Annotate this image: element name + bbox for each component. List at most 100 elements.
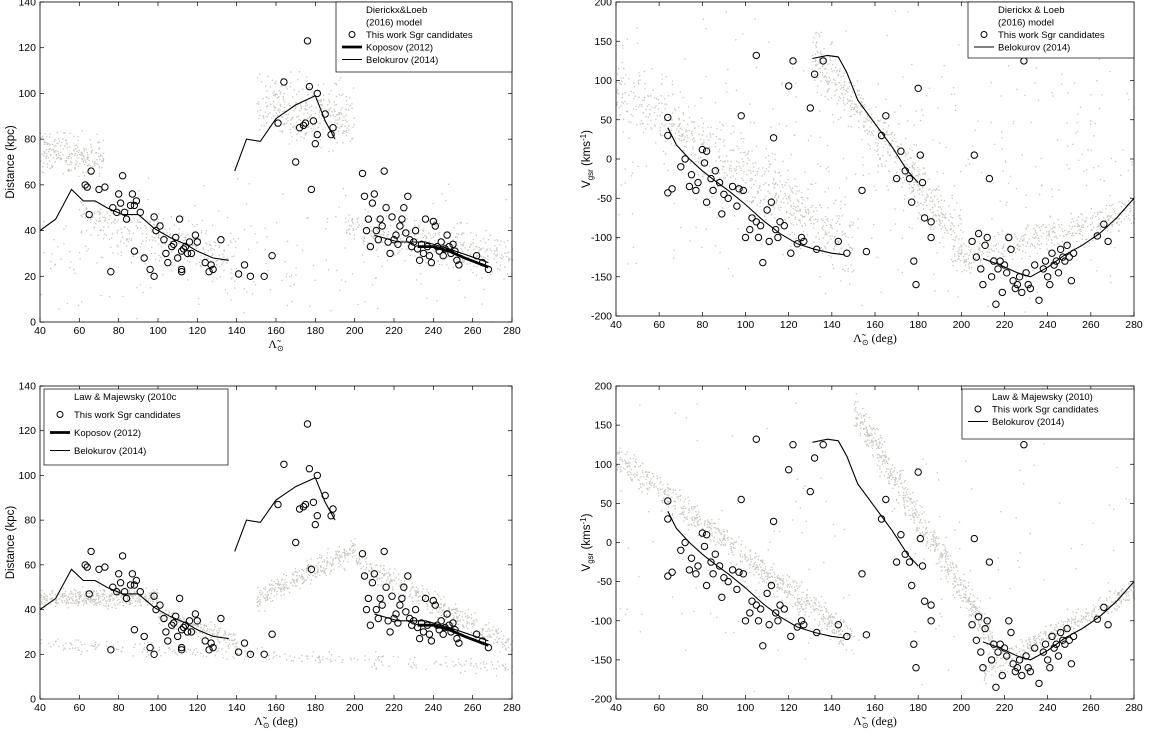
model-point <box>342 142 343 143</box>
model-point <box>295 568 296 569</box>
model-point <box>630 122 631 123</box>
model-point <box>232 640 233 641</box>
model-point <box>341 279 342 280</box>
model-point <box>476 246 477 247</box>
model-point <box>1128 215 1129 216</box>
model-point <box>270 289 271 290</box>
model-point <box>1115 161 1116 162</box>
model-point <box>847 92 848 93</box>
sgr-candidate-point <box>807 105 813 111</box>
model-point <box>197 621 198 622</box>
model-point <box>823 225 824 226</box>
model-point <box>55 606 56 607</box>
model-point <box>647 106 648 107</box>
model-point <box>55 150 56 151</box>
model-point <box>267 598 268 599</box>
model-point <box>75 168 76 169</box>
model-point <box>274 581 275 582</box>
model-point <box>301 136 302 137</box>
model-point <box>622 62 623 63</box>
model-point <box>684 139 685 140</box>
model-point <box>46 155 47 156</box>
model-point <box>1023 244 1024 245</box>
model-point <box>661 84 662 85</box>
model-point <box>353 545 354 546</box>
model-point <box>1077 131 1078 132</box>
model-point <box>631 91 632 92</box>
model-point <box>142 241 143 242</box>
model-point <box>750 122 751 123</box>
model-point <box>857 80 858 81</box>
model-point <box>295 268 296 269</box>
model-point <box>768 155 769 156</box>
model-point <box>900 105 901 106</box>
model-point <box>968 258 969 259</box>
model-point <box>90 234 91 235</box>
model-point <box>636 28 637 29</box>
model-point <box>294 284 295 285</box>
model-point <box>282 111 283 112</box>
model-point <box>485 624 486 625</box>
sgr-candidate-point <box>775 234 781 240</box>
model-point <box>346 104 347 105</box>
model-point <box>479 249 480 250</box>
model-point <box>331 90 332 91</box>
model-point <box>161 246 162 247</box>
model-point <box>127 598 128 599</box>
model-point <box>878 130 879 131</box>
model-point <box>148 600 149 601</box>
model-point <box>1092 217 1093 218</box>
model-point <box>426 603 427 604</box>
model-point <box>835 245 836 246</box>
y-tick-label: 140 <box>18 0 36 9</box>
model-point <box>447 256 448 257</box>
model-point <box>886 185 887 186</box>
model-point <box>918 201 919 202</box>
model-point <box>204 252 205 253</box>
model-point <box>443 609 444 610</box>
model-point <box>724 172 725 173</box>
model-point <box>782 187 783 188</box>
model-point <box>295 571 296 572</box>
model-point <box>258 118 259 119</box>
model-point <box>308 217 309 218</box>
model-point <box>864 106 865 107</box>
model-point <box>332 564 333 565</box>
sgr-candidate-point <box>1057 246 1063 252</box>
model-point <box>710 137 711 138</box>
legend-label: Dierickx&Loeb <box>366 5 427 16</box>
model-point <box>954 93 955 94</box>
model-point <box>392 580 393 581</box>
model-point <box>1086 220 1087 221</box>
model-point <box>419 596 420 597</box>
sgr-candidate-point <box>682 156 688 162</box>
model-point <box>802 197 803 198</box>
model-point <box>925 172 926 173</box>
model-point <box>237 178 238 179</box>
model-point <box>307 568 308 569</box>
model-point <box>950 228 951 229</box>
sgr-candidate-point <box>770 135 776 141</box>
model-point <box>849 284 850 285</box>
model-point <box>298 119 299 120</box>
model-point <box>339 127 340 128</box>
model-point <box>685 131 686 132</box>
model-point <box>434 221 435 222</box>
sgr-candidate-point <box>1036 297 1042 303</box>
model-point <box>105 605 106 606</box>
sgr-candidate-point <box>729 183 735 189</box>
model-point <box>749 104 750 105</box>
model-point <box>279 585 280 586</box>
model-point <box>424 599 425 600</box>
model-point <box>77 146 78 147</box>
model-point <box>274 317 275 318</box>
model-point <box>311 110 312 111</box>
model-point <box>740 168 741 169</box>
model-point <box>311 114 312 115</box>
sgr-candidate-point <box>1068 278 1074 284</box>
model-point <box>131 262 132 263</box>
model-point <box>265 112 266 113</box>
model-point <box>816 210 817 211</box>
model-point <box>1062 241 1063 242</box>
model-point <box>398 574 399 575</box>
